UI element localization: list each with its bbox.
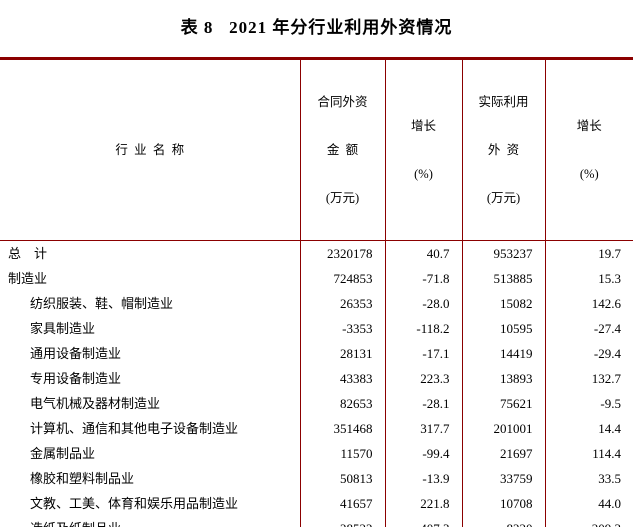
contracted-growth-value: -28.0 xyxy=(384,291,462,316)
contracted-amount-value: 50813 xyxy=(299,466,385,491)
contracted-growth-value: -99.4 xyxy=(384,441,462,466)
table-row: 通用设备制造业 28131 -17.1 14419 -29.4 xyxy=(0,341,633,366)
industry-name: 通用设备制造业 xyxy=(30,346,122,361)
table-row: 橡胶和塑料制品业 50813 -13.9 33759 33.5 xyxy=(0,466,633,491)
contracted-amount-value: 82653 xyxy=(299,391,385,416)
contracted-amount-value: 43383 xyxy=(299,366,385,391)
contracted-amount-value: 351468 xyxy=(299,416,385,441)
contracted-growth-value: 223.3 xyxy=(384,366,462,391)
industry-name: 电气机械及器材制造业 xyxy=(30,396,161,411)
industry-name: 家具制造业 xyxy=(30,321,96,336)
table-row: 计算机、通信和其他电子设备制造业 351468 317.7 201001 14.… xyxy=(0,416,633,441)
table-row: 金属制品业 11570 -99.4 21697 114.4 xyxy=(0,441,633,466)
utilized-amount-value: 10595 xyxy=(461,316,545,341)
industry-name: 橡胶和塑料制品业 xyxy=(30,471,135,486)
industry-name: 造纸及纸制品业 xyxy=(0,516,300,527)
industry-name: 制造业 xyxy=(8,271,48,286)
utilized-amount-value: 75621 xyxy=(461,391,545,416)
utilized-growth-value: 33.5 xyxy=(544,466,633,491)
table-row: 文教、工美、体育和娱乐用品制造业 41657 221.8 10708 44.0 xyxy=(0,491,633,516)
header-industry: 行 业 名 称 xyxy=(0,58,300,241)
contracted-growth-value: -28.1 xyxy=(384,391,462,416)
utilized-amount-value: 10708 xyxy=(461,491,545,516)
contracted-growth-value: -17.1 xyxy=(384,341,462,366)
industry-name: 金属制品业 xyxy=(30,446,96,461)
utilized-amount-value: 15082 xyxy=(461,291,545,316)
utilized-growth-value: 132.7 xyxy=(544,366,633,391)
contracted-amount-value: 26353 xyxy=(299,291,385,316)
table-title: 表 8 2021 年分行业利用外资情况 xyxy=(180,18,453,37)
contracted-growth-value: 221.8 xyxy=(384,491,462,516)
table-row: 纺织服装、鞋、帽制造业 26353 -28.0 15082 142.6 xyxy=(0,291,633,316)
contracted-growth-value: -118.2 xyxy=(384,316,462,341)
utilized-growth-value: 19.7 xyxy=(544,240,633,266)
table-row: 专用设备制造业 43383 223.3 13893 132.7 xyxy=(0,366,633,391)
header-contracted-amount: 合同外资 金 额 (万元) xyxy=(299,58,385,241)
industry-name: 纺织服装、鞋、帽制造业 xyxy=(30,296,174,311)
utilized-growth-value: -9.5 xyxy=(544,391,633,416)
header-contracted-growth: 增长 (%) xyxy=(384,58,462,241)
utilized-amount-value: 14419 xyxy=(461,341,545,366)
contracted-growth-value: 407.3 xyxy=(384,516,462,527)
contracted-growth-value: -13.9 xyxy=(384,466,462,491)
contracted-growth-value: 40.7 xyxy=(384,240,462,266)
table-row: 电气机械及器材制造业 82653 -28.1 75621 -9.5 xyxy=(0,391,633,416)
table-row: 总 计 2320178 40.7 953237 19.7 xyxy=(0,240,633,266)
header-utilized-growth: 增长 (%) xyxy=(544,58,633,241)
utilized-amount-value: 33759 xyxy=(461,466,545,491)
fdi-table: 行 业 名 称 合同外资 金 额 (万元) 增长 (%) 实际利用 外 资 (万… xyxy=(0,57,633,527)
utilized-amount-value: 201001 xyxy=(461,416,545,441)
utilized-growth-value: 209.3 xyxy=(544,516,633,527)
contracted-amount-value: -3353 xyxy=(299,316,385,341)
utilized-amount-value: 953237 xyxy=(461,240,545,266)
table-row: 造纸及纸制品业 28522 407.3 8220 209.3 xyxy=(0,516,633,527)
contracted-amount-value: 2320178 xyxy=(299,240,385,266)
utilized-growth-value: -27.4 xyxy=(544,316,633,341)
utilized-growth-value: -29.4 xyxy=(544,341,633,366)
table-header: 行 业 名 称 合同外资 金 额 (万元) 增长 (%) 实际利用 外 资 (万… xyxy=(0,58,633,241)
utilized-amount-value: 21697 xyxy=(461,441,545,466)
contracted-growth-value: 317.7 xyxy=(384,416,462,441)
table-row: 制造业 724853 -71.8 513885 15.3 xyxy=(0,266,633,291)
utilized-growth-value: 14.4 xyxy=(544,416,633,441)
utilized-amount-value: 8220 xyxy=(461,516,545,527)
industry-name: 总 计 xyxy=(8,246,48,261)
industry-name: 文教、工美、体育和娱乐用品制造业 xyxy=(30,496,239,511)
contracted-amount-value: 11570 xyxy=(299,441,385,466)
table-body: 总 计 2320178 40.7 953237 19.7 制造业 724853 … xyxy=(0,240,633,527)
utilized-growth-value: 15.3 xyxy=(544,266,633,291)
table-row: 家具制造业 -3353 -118.2 10595 -27.4 xyxy=(0,316,633,341)
contracted-amount-value: 28522 xyxy=(299,516,385,527)
contracted-amount-value: 28131 xyxy=(299,341,385,366)
contracted-amount-value: 41657 xyxy=(299,491,385,516)
utilized-amount-value: 13893 xyxy=(461,366,545,391)
industry-name: 专用设备制造业 xyxy=(30,371,122,386)
contracted-amount-value: 724853 xyxy=(299,266,385,291)
utilized-amount-value: 513885 xyxy=(461,266,545,291)
header-utilized-amount: 实际利用 外 资 (万元) xyxy=(461,58,545,241)
utilized-growth-value: 44.0 xyxy=(544,491,633,516)
industry-name: 计算机、通信和其他电子设备制造业 xyxy=(30,421,239,436)
utilized-growth-value: 114.4 xyxy=(544,441,633,466)
utilized-growth-value: 142.6 xyxy=(544,291,633,316)
contracted-growth-value: -71.8 xyxy=(384,266,462,291)
